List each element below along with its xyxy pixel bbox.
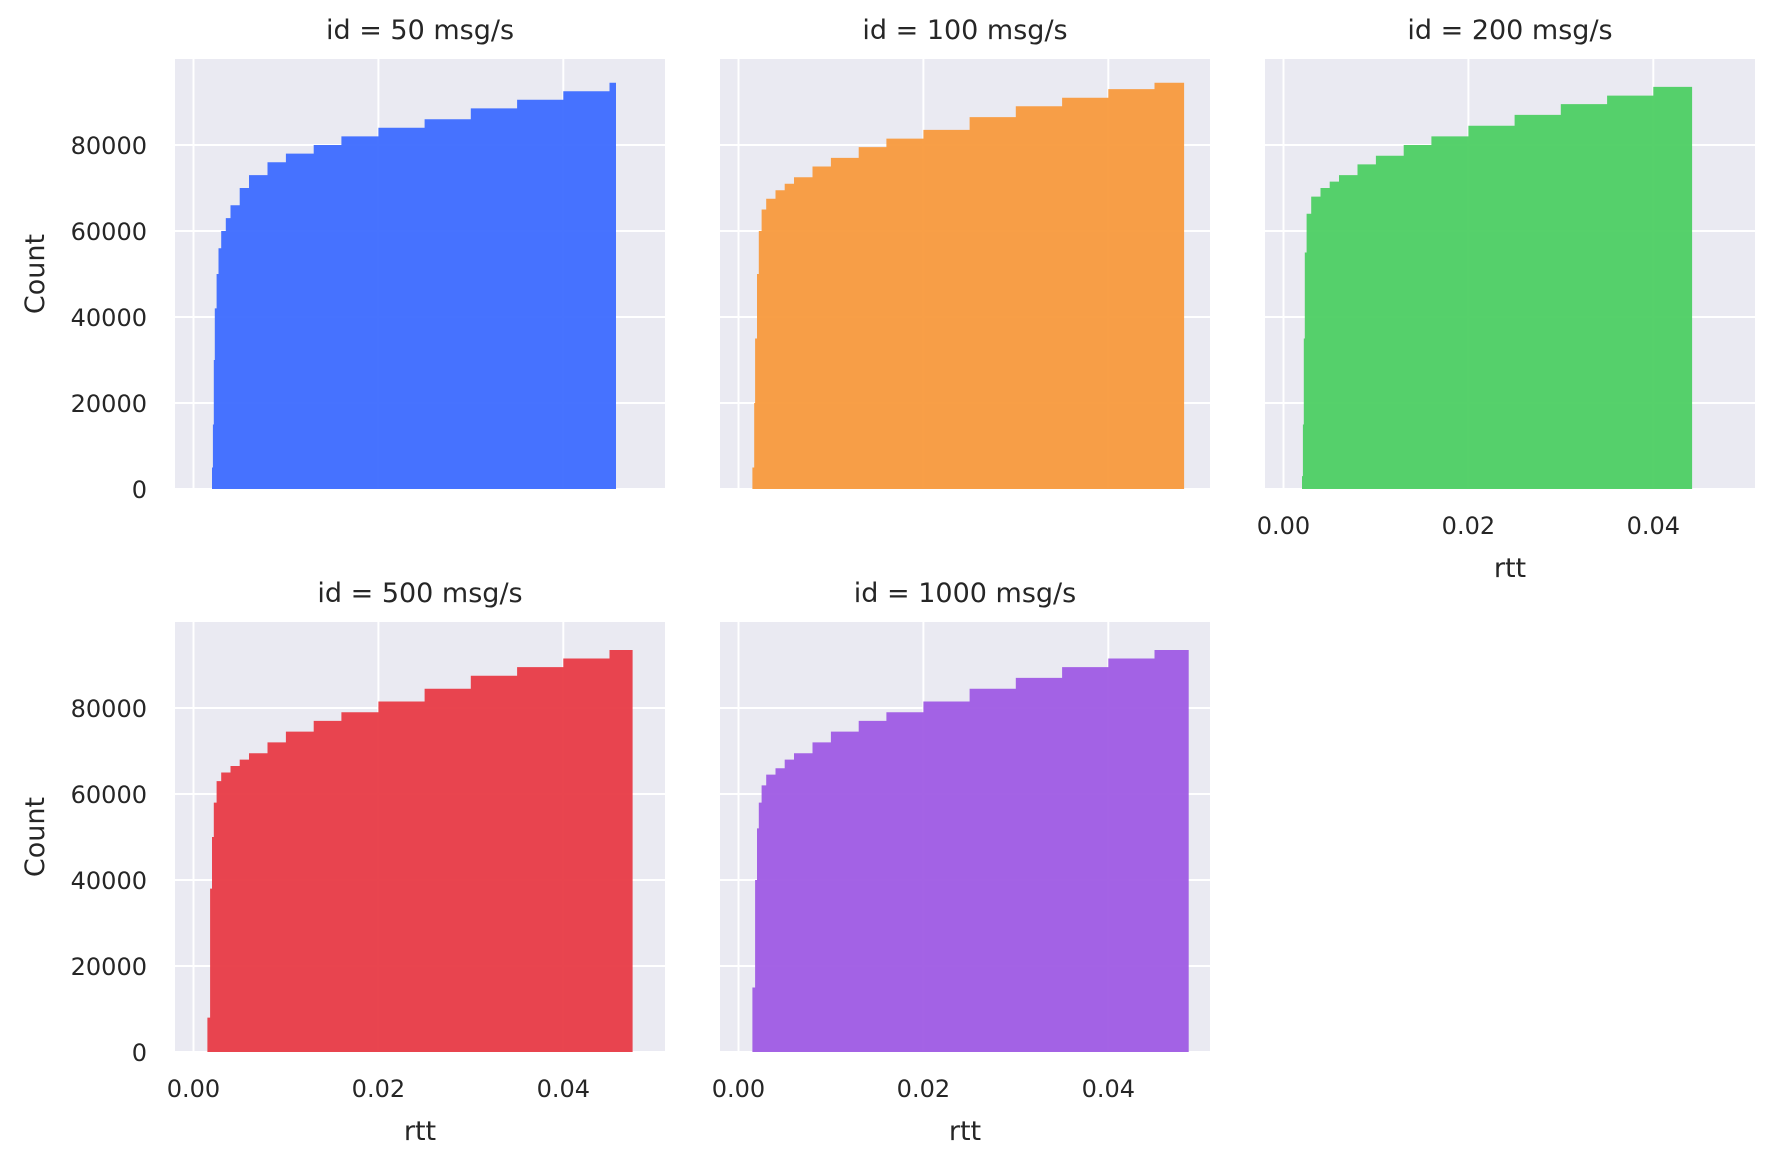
y-tick-label: 0	[132, 1039, 147, 1067]
panel-title: id = 200 msg/s	[1407, 15, 1612, 46]
y-tick-label: 60000	[71, 781, 147, 809]
y-tick-label: 20000	[71, 390, 147, 418]
cumulative-area-series	[1300, 80, 1693, 489]
cumulative-area-series	[749, 643, 1189, 1052]
x-tick-label: 0.04	[1627, 512, 1680, 540]
y-tick-label: 40000	[71, 304, 147, 332]
panel-title: id = 500 msg/s	[317, 578, 522, 609]
y-tick-label: 0	[132, 476, 147, 504]
facet-panel: id = 50 msg/s 0 20000 40000 60000 80000 Count	[20, 15, 665, 504]
panel-title: id = 100 msg/s	[862, 15, 1067, 46]
facet-panel: id = 500 msg/s 0 20000 40000 60000 80000 0.00 0…	[20, 578, 665, 1147]
x-tick-label: 0.02	[352, 1075, 405, 1103]
x-tick-label: 0.00	[167, 1075, 220, 1103]
y-tick-label: 60000	[71, 218, 147, 246]
cumulative-area-series	[204, 643, 633, 1052]
y-tick-label: 20000	[71, 953, 147, 981]
x-tick-label: 0.04	[1082, 1075, 1135, 1103]
x-tick-label: 0.00	[1257, 512, 1310, 540]
x-tick-label: 0.04	[537, 1075, 590, 1103]
x-axis-label: rtt	[1494, 553, 1526, 584]
facet-panel: id = 100 msg/s	[720, 15, 1210, 490]
x-axis-label: rtt	[404, 1116, 436, 1147]
y-axis-label: Count	[20, 234, 51, 314]
y-tick-label: 80000	[71, 132, 147, 160]
facet-panel: id = 1000 msg/s 0.00 0.02 0.04 rtt	[712, 578, 1210, 1147]
y-tick-label: 80000	[71, 695, 147, 723]
x-tick-label: 0.00	[712, 1075, 765, 1103]
y-axis-label: Count	[20, 797, 51, 877]
y-tick-label: 40000	[71, 867, 147, 895]
x-tick-label: 0.02	[1442, 512, 1495, 540]
facet-panel: id = 200 msg/s 0.00 0.02 0.04 rtt	[1257, 15, 1755, 584]
cumulative-area-series	[749, 80, 1185, 489]
panel-title: id = 1000 msg/s	[854, 578, 1076, 609]
cumulative-area-series	[210, 80, 616, 489]
x-axis-label: rtt	[949, 1116, 981, 1147]
x-tick-label: 0.02	[897, 1075, 950, 1103]
panel-title: id = 50 msg/s	[326, 15, 514, 46]
